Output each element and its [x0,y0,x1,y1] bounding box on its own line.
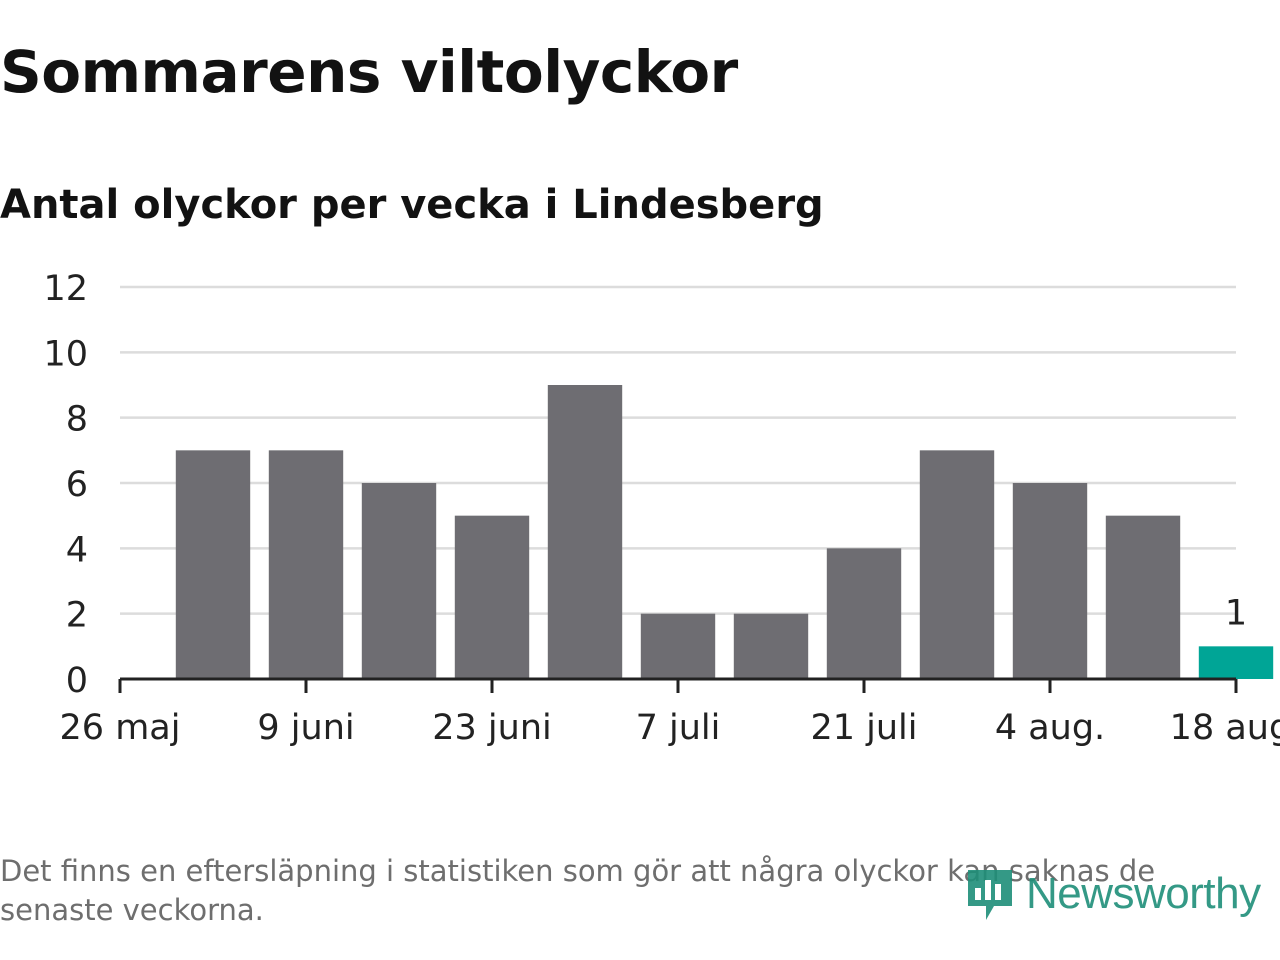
bar-chart: 0 2 4 6 8 10 12 1 26 maj 9 juni 23 juni 7 juli 21 … [43,269,1280,748]
x-tick-label: 4 aug. [995,708,1105,748]
bar [547,385,623,679]
data-label: 1 [1225,593,1247,633]
bar [361,483,437,679]
newsworthy-logo: Newsworthy [964,862,1261,926]
newsworthy-logo-icon [968,870,1012,920]
bar [454,515,530,679]
chart-title: Sommarens viltolyckor [0,38,738,106]
y-tick-label: 0 [66,661,88,701]
x-tick-label: 21 juli [810,708,917,748]
bar [640,613,716,679]
logo-text: Newsworthy [1026,869,1261,918]
y-tick-label: 10 [43,334,88,374]
bar [1105,515,1181,679]
data-labels: 1 [1225,593,1247,633]
bar [733,613,809,679]
y-tick-label: 12 [43,269,88,309]
y-tick-label: 8 [66,400,88,440]
x-axis: 26 maj 9 juni 23 juni 7 juli 21 juli 4 aug. 18… [60,677,1280,748]
x-tick-label: 26 maj [60,708,181,748]
y-tick-label: 4 [66,530,88,570]
y-axis-ticks: 0 2 4 6 8 10 12 [43,269,88,701]
chart-subtitle: Antal olyckor per vecka i Lindesberg [0,182,824,228]
bar [826,548,902,679]
x-tick-label: 18 aug. [1170,708,1280,748]
x-tick-label: 9 juni [257,708,354,748]
x-tick-label: 7 juli [636,708,721,748]
x-tick-label: 23 juni [432,708,551,748]
bar [1012,483,1088,679]
footnote: Det finns en eftersläpning i statistiken… [0,854,1156,927]
bar [1198,646,1274,679]
bar [919,450,995,679]
bar [268,450,344,679]
y-tick-label: 2 [66,596,88,636]
bars [175,385,1274,679]
y-tick-label: 6 [66,465,88,505]
bar [175,450,251,679]
